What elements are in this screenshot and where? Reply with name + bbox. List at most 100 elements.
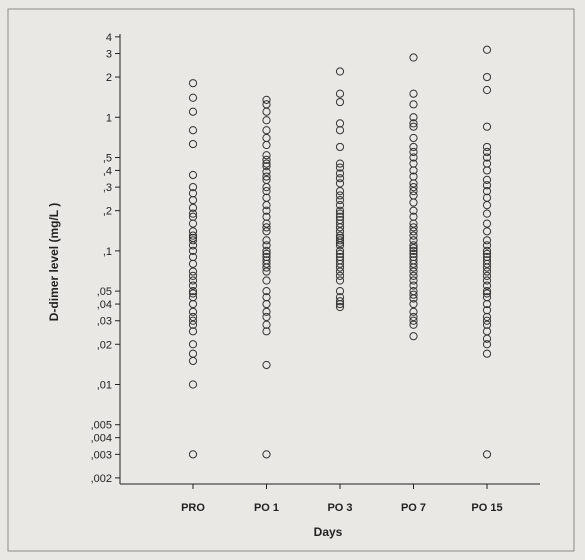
data-point <box>262 312 271 322</box>
data-point <box>188 267 198 276</box>
data-point <box>409 53 418 62</box>
data-point <box>482 175 492 184</box>
x-tick-label: PO 3 <box>327 502 352 514</box>
data-point <box>262 172 271 181</box>
data-point <box>262 155 271 164</box>
data-point <box>482 45 492 54</box>
x-axis-label: Days <box>314 525 343 539</box>
data-point <box>482 187 492 196</box>
y-axis-label: D-dimer level (mg/L ) <box>47 203 61 321</box>
data-point <box>482 263 492 272</box>
data-point <box>409 320 418 329</box>
data-point <box>188 289 198 298</box>
data-point <box>262 219 271 228</box>
data-point <box>262 263 271 272</box>
data-point <box>262 241 271 250</box>
data-point <box>409 299 418 309</box>
data-point <box>409 236 418 245</box>
data-point <box>188 316 198 325</box>
data-point <box>335 223 345 232</box>
x-tick-label: PO 1 <box>254 502 279 514</box>
data-point <box>482 246 492 255</box>
data-point <box>482 142 492 152</box>
data-point <box>188 380 198 389</box>
data-point <box>335 163 345 172</box>
data-point <box>409 246 418 255</box>
data-point <box>335 159 345 168</box>
data-point <box>409 166 418 175</box>
y-tick-label: ,04 <box>97 299 112 311</box>
data-point <box>335 287 345 296</box>
data-point <box>335 209 345 218</box>
data-point <box>188 93 198 102</box>
y-tick-label: 3 <box>106 49 112 61</box>
data-point <box>188 356 198 366</box>
data-point <box>482 316 492 325</box>
y-tick-label: 2 <box>106 72 112 84</box>
y-tick-label: 4 <box>106 32 112 44</box>
data-point <box>188 320 198 329</box>
data-point <box>188 281 198 290</box>
y-tick-label: ,1 <box>103 246 112 258</box>
data-point <box>262 140 271 150</box>
data-point <box>409 227 418 236</box>
data-point <box>409 263 418 272</box>
data-point <box>409 249 418 258</box>
data-point <box>335 219 345 228</box>
y-tick-label: ,004 <box>91 433 112 445</box>
data-point <box>482 181 492 190</box>
data-point <box>188 231 198 240</box>
data-point <box>482 241 492 250</box>
data-point <box>262 201 271 210</box>
data-point <box>262 223 271 232</box>
data-point <box>188 126 198 135</box>
data-point <box>409 316 418 325</box>
data-point <box>188 327 198 336</box>
data-point <box>482 147 492 157</box>
data-point <box>262 159 271 168</box>
data-point <box>188 236 198 245</box>
data-point <box>409 312 418 322</box>
data-points <box>188 45 492 459</box>
data-point <box>262 267 271 276</box>
data-point <box>482 312 492 322</box>
data-point <box>482 349 492 358</box>
data-point <box>188 183 198 192</box>
data-point <box>335 126 345 135</box>
data-point <box>188 139 198 149</box>
data-point <box>188 259 198 268</box>
data-point <box>335 179 345 188</box>
data-point <box>409 241 418 250</box>
data-point <box>409 276 418 285</box>
data-point <box>482 281 492 290</box>
data-point <box>188 287 198 296</box>
x-tick-label: PO 7 <box>401 502 426 514</box>
chart-outer-border <box>7 8 575 552</box>
data-point <box>188 246 198 255</box>
data-point <box>482 450 492 459</box>
data-point <box>335 187 345 196</box>
data-point <box>262 187 271 196</box>
data-point <box>335 67 345 76</box>
y-axis: 4 3 2 1 ,5,4 ,3 ,2 ,1 ,05,04 ,03 ,02 ,01 ,005,004 ,00… <box>91 32 121 485</box>
data-point <box>262 95 271 104</box>
data-point <box>482 267 492 276</box>
data-point <box>335 227 345 236</box>
data-point <box>335 201 345 210</box>
y-tick-label: ,4 <box>103 165 112 177</box>
data-point <box>188 79 198 88</box>
data-point <box>335 276 345 285</box>
data-point <box>335 206 345 215</box>
data-point <box>409 206 418 215</box>
data-point <box>262 162 271 171</box>
data-point <box>335 174 345 183</box>
data-point <box>262 287 271 296</box>
data-point <box>409 183 418 192</box>
data-point <box>335 249 345 258</box>
data-point <box>188 276 198 285</box>
data-point <box>335 263 345 272</box>
data-point <box>262 276 271 285</box>
data-point <box>482 122 492 131</box>
y-tick-label: ,003 <box>91 449 112 461</box>
